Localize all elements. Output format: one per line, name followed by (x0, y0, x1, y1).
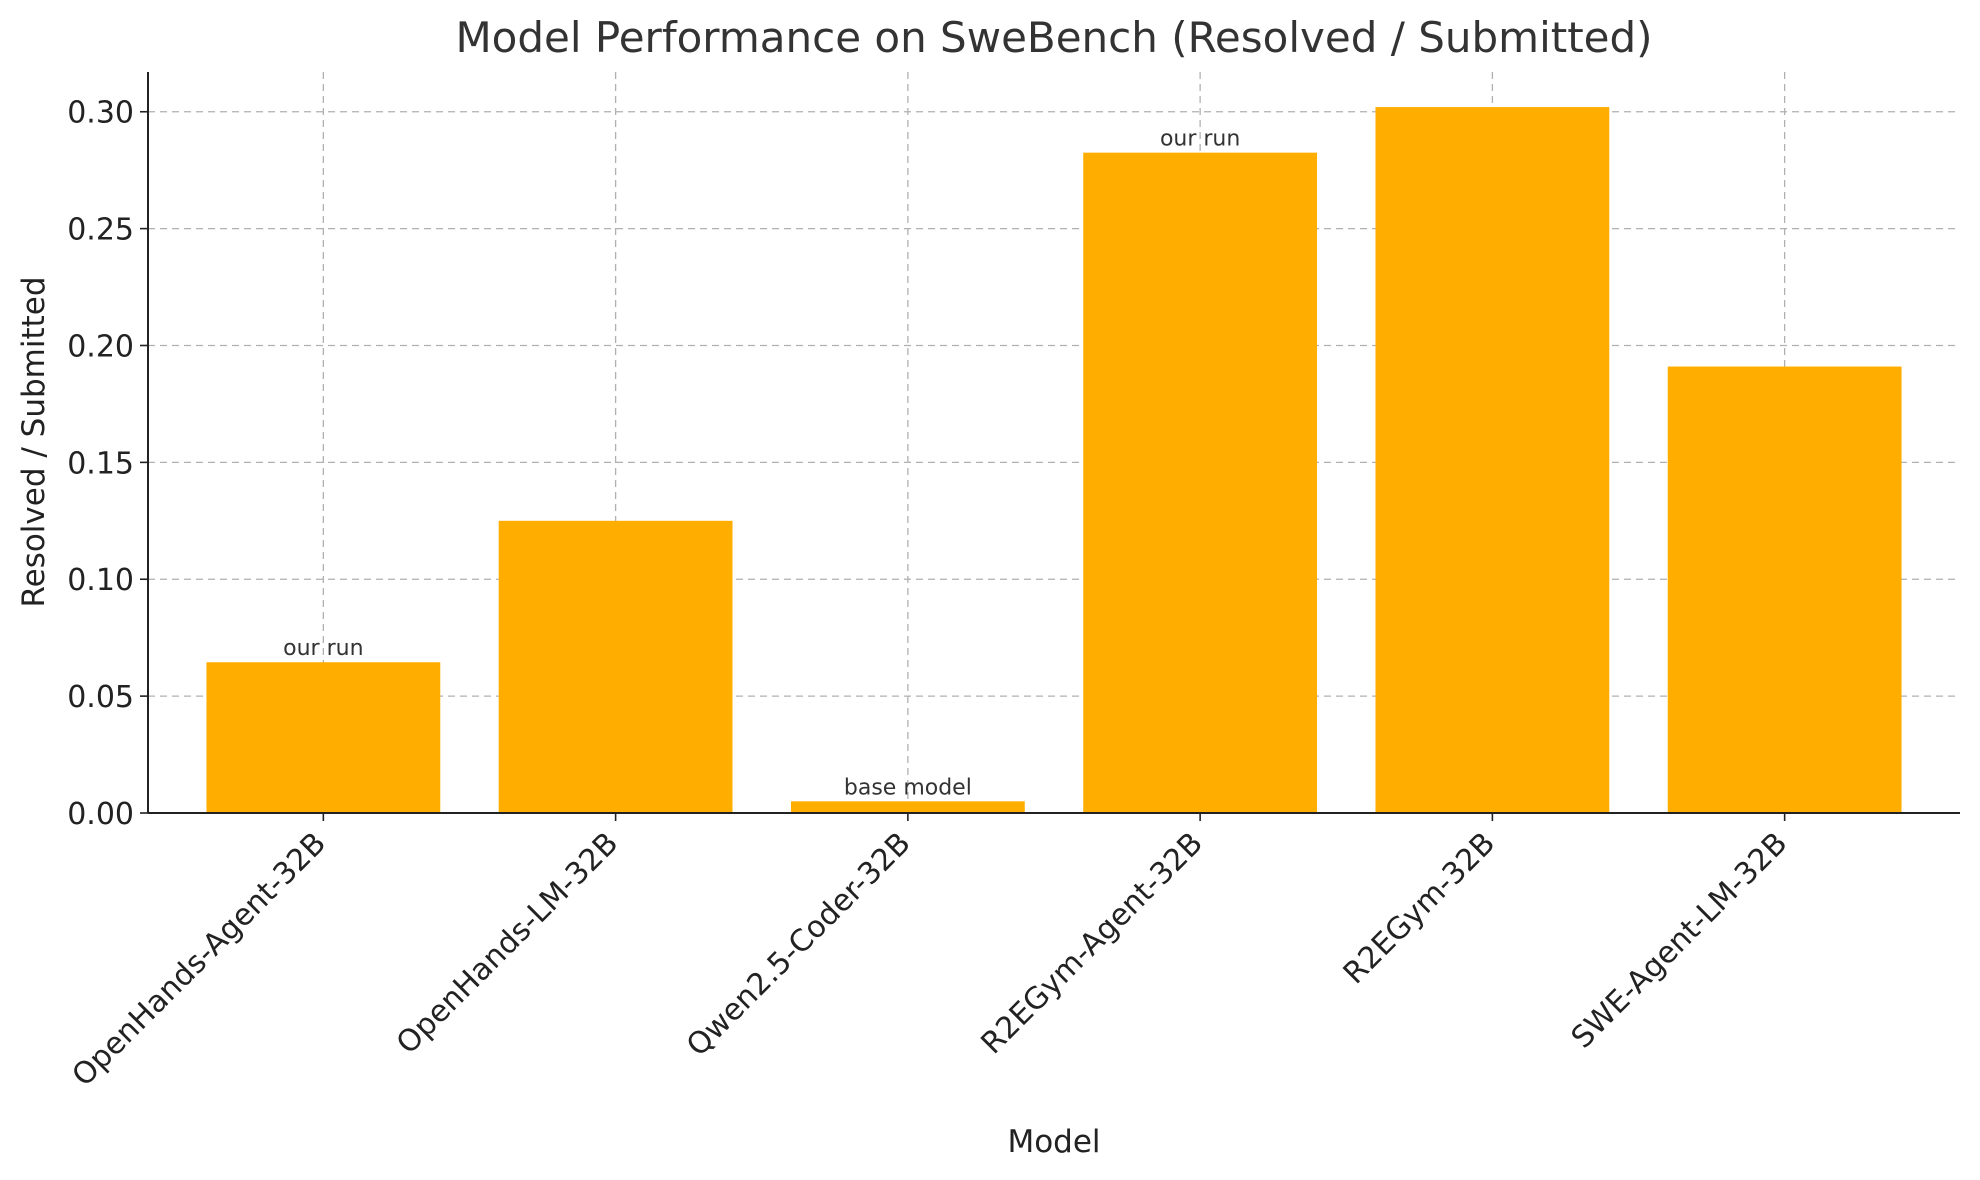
y-axis-label: Resolved / Submitted (16, 276, 52, 607)
axes (147, 72, 1960, 814)
y-tick-label: 0.15 (67, 446, 134, 481)
y-tick-label: 0.25 (67, 213, 134, 248)
x-tick-label: SWE-Agent-LM-32B (1565, 826, 1795, 1056)
y-tick-label: 0.00 (67, 797, 134, 832)
chart-title: Model Performance on SweBench (Resolved … (455, 13, 1652, 62)
bar-annotation: our run (283, 636, 363, 661)
x-tick-label: Qwen2.5-Coder-32B (680, 826, 918, 1064)
x-axis-label: Model (1007, 1124, 1100, 1160)
x-tick-label: R2EGym-32B (1337, 826, 1502, 991)
bar (498, 520, 733, 813)
bars (206, 107, 1902, 813)
y-axis-ticks: 0.00 0.05 0.10 0.15 0.20 0.25 0.30 (67, 96, 148, 832)
bar-annotation: our run (1160, 127, 1240, 152)
y-tick-label: 0.05 (67, 680, 134, 715)
bar (1083, 152, 1318, 813)
bar-annotation: base model (844, 775, 972, 800)
x-tick-label: OpenHands-LM-32B (390, 826, 625, 1061)
x-axis-ticks: OpenHands-Agent-32B OpenHands-LM-32B Qwen2… (66, 813, 1795, 1094)
y-tick-label: 0.20 (67, 329, 134, 364)
y-tick-label: 0.30 (67, 96, 134, 131)
bar (1375, 107, 1610, 813)
y-tick-label: 0.10 (67, 563, 134, 598)
bar-annotations: our run base model our run (283, 127, 1240, 801)
bar (206, 662, 441, 813)
x-tick-label: R2EGym-Agent-32B (975, 826, 1210, 1061)
bar (1667, 366, 1902, 813)
bar (790, 801, 1025, 813)
x-tick-label: OpenHands-Agent-32B (66, 826, 334, 1094)
